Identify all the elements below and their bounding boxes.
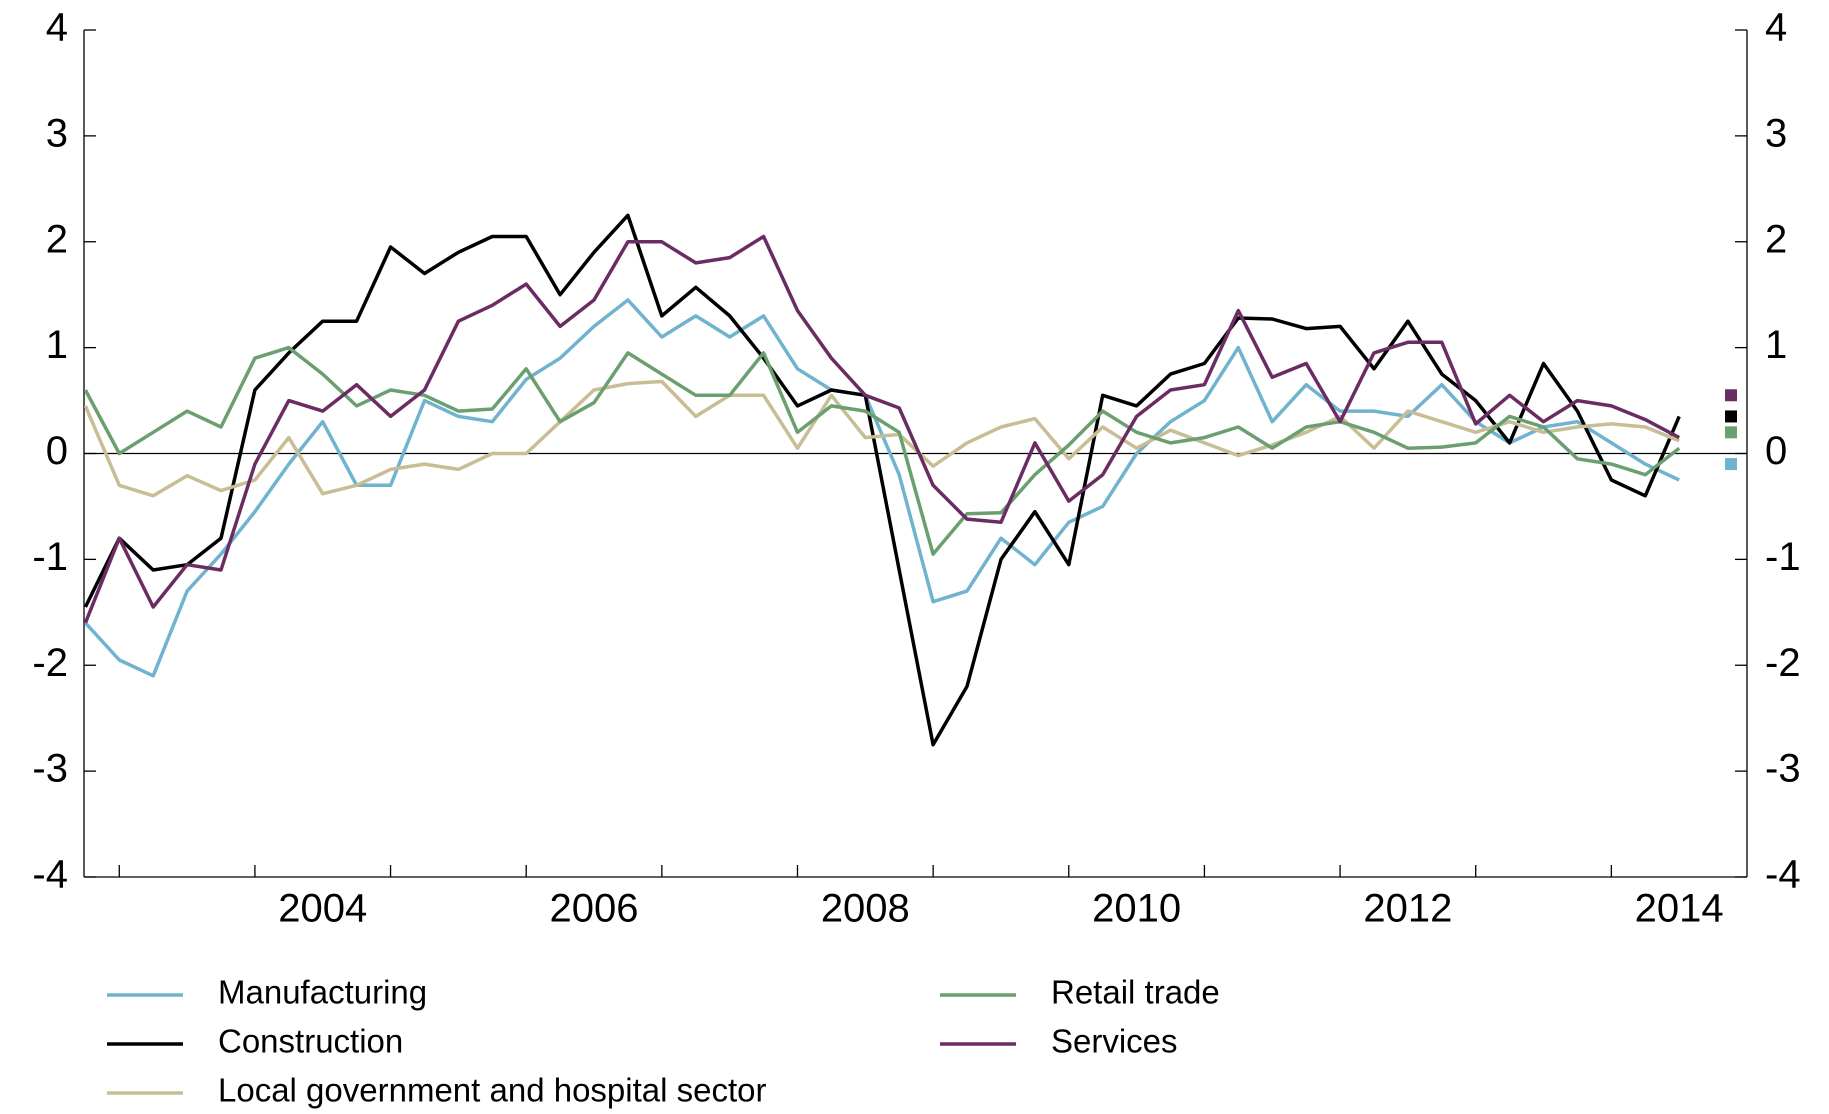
series-line bbox=[83, 234, 1681, 624]
y-tick-label: -4 bbox=[32, 853, 68, 897]
y-tick-label: 4 bbox=[46, 6, 68, 50]
series-line bbox=[83, 213, 1681, 747]
legend-label: Services bbox=[1051, 1023, 1178, 1060]
y2-tick-label: 0 bbox=[1765, 429, 1787, 473]
y2-tick-label: -3 bbox=[1765, 747, 1801, 791]
x-tick-label: 2014 bbox=[1635, 887, 1724, 931]
y2-tick-label: 4 bbox=[1765, 6, 1787, 50]
x-tick-label: 2008 bbox=[821, 887, 910, 931]
y2-tick-label: -4 bbox=[1765, 853, 1801, 897]
legend-label: Construction bbox=[218, 1023, 403, 1060]
legend-label: Manufacturing bbox=[218, 974, 427, 1011]
y-tick-label: 2 bbox=[46, 217, 68, 261]
x-tick-label: 2012 bbox=[1363, 887, 1452, 931]
x-tick-label: 2006 bbox=[550, 887, 639, 931]
y2-tick-label: 2 bbox=[1765, 217, 1787, 261]
series-line bbox=[83, 345, 1681, 556]
x-tick-label: 2010 bbox=[1092, 887, 1181, 931]
latest-marker bbox=[1725, 389, 1737, 402]
legend-label: Retail trade bbox=[1051, 974, 1220, 1011]
y-tick-label: 3 bbox=[46, 111, 68, 155]
y2-tick-label: 1 bbox=[1765, 323, 1787, 367]
y-tick-label: 1 bbox=[46, 323, 68, 367]
y-tick-label: 0 bbox=[46, 429, 68, 473]
x-tick-label: 2004 bbox=[278, 887, 367, 931]
latest-marker bbox=[1725, 458, 1737, 471]
y-tick-label: -1 bbox=[32, 535, 68, 579]
y2-tick-label: -1 bbox=[1765, 535, 1801, 579]
y-tick-label: -3 bbox=[32, 747, 68, 791]
series-line bbox=[83, 379, 1680, 498]
y2-tick-label: 3 bbox=[1765, 111, 1787, 155]
latest-marker bbox=[1725, 410, 1737, 423]
y-tick-label: -2 bbox=[32, 641, 68, 685]
y2-tick-label: -2 bbox=[1765, 641, 1801, 685]
latest-marker bbox=[1725, 426, 1737, 439]
legend-label: Local government and hospital sector bbox=[218, 1072, 767, 1109]
